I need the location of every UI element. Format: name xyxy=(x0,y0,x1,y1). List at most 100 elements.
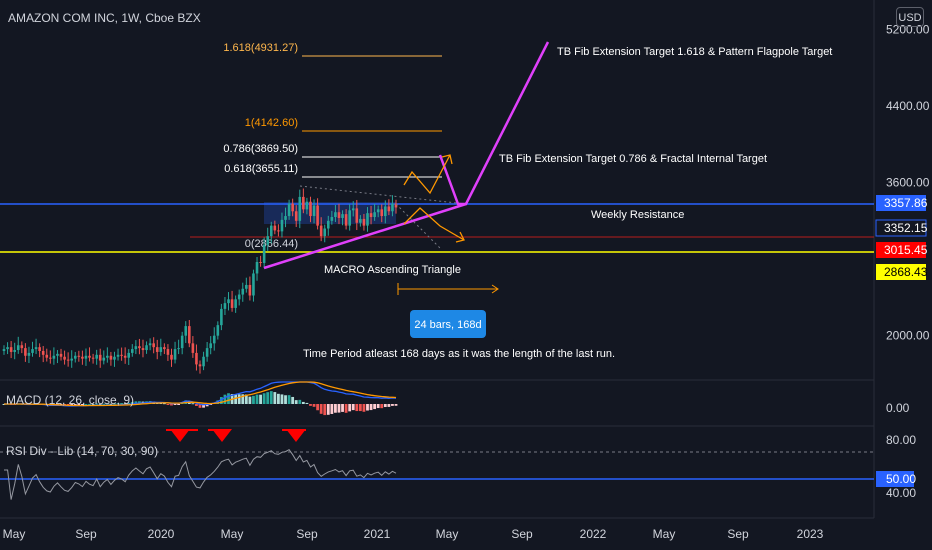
candle-body xyxy=(234,299,237,308)
currency-button[interactable]: USD xyxy=(896,7,924,27)
candle-body xyxy=(212,335,216,344)
price-tag-box xyxy=(876,264,926,280)
macd-hist-bar xyxy=(202,404,205,408)
candle-body xyxy=(227,299,230,304)
macd-label[interactable]: MACD (12, 26, close, 9) xyxy=(6,393,134,407)
candle-body xyxy=(177,348,180,350)
fib-level-label: 1(4142.60) xyxy=(245,117,298,129)
fractal-up-arrowhead xyxy=(441,154,453,165)
candle-body xyxy=(198,364,202,367)
chart-title: AMAZON COM INC, 1W, Cboe BZX xyxy=(8,11,201,25)
time-label: Sep xyxy=(296,527,318,541)
candle-body xyxy=(316,205,319,226)
candle-body xyxy=(66,359,70,361)
candle-body xyxy=(384,206,387,217)
macd-hist-bar xyxy=(113,403,116,405)
macd-hist-bar xyxy=(362,404,366,412)
candle-body xyxy=(380,209,384,217)
macd-hist-bar xyxy=(166,404,170,405)
triangle-box[interactable] xyxy=(264,202,396,224)
price-tag-box xyxy=(876,195,926,211)
candle-body xyxy=(394,203,398,208)
macd-hist-bar xyxy=(116,403,120,405)
macd-hist-bar xyxy=(255,394,259,404)
candle-body xyxy=(262,244,266,263)
candle-body xyxy=(309,201,312,217)
rsi-label[interactable]: RSI Div - Lib (14, 70, 30, 90) xyxy=(6,444,158,458)
rsi-line[interactable] xyxy=(4,449,397,500)
candle-body xyxy=(138,346,141,349)
rsi-divergence-marks[interactable] xyxy=(166,429,306,442)
candle-body xyxy=(312,205,316,217)
candle-body xyxy=(102,357,106,361)
macd-hist-bar xyxy=(198,404,202,408)
fractal-down-path[interactable] xyxy=(403,207,465,241)
macd-hist-bar xyxy=(287,395,291,404)
macd-hist-bar xyxy=(259,394,262,404)
macd-hist-bar xyxy=(88,403,91,405)
candle-body xyxy=(245,284,248,289)
time-label: May xyxy=(653,527,676,541)
macd-hist-bar xyxy=(170,404,173,406)
price-tag-label: 2868.43 xyxy=(884,265,928,279)
price-tags: 3357.86 3352.15 3015.45 2868.43 xyxy=(875,195,928,280)
candle-body xyxy=(369,213,373,218)
candle-body xyxy=(120,354,123,356)
time-period-label[interactable]: Time Period atleast 168 days as it was t… xyxy=(303,348,615,360)
macd-hist-bar xyxy=(105,403,109,405)
macd-hist-bar xyxy=(237,394,241,404)
candle-body xyxy=(376,209,380,213)
triangle-support-trendline[interactable] xyxy=(263,202,467,270)
candle-body xyxy=(216,325,220,336)
candle-body xyxy=(77,355,81,357)
macd-hist-bar xyxy=(312,404,316,407)
flagpole-target-label[interactable]: TB Fib Extension Target 1.618 & Pattern … xyxy=(557,46,832,58)
rsi-bear-marker xyxy=(170,429,190,442)
candle-body xyxy=(241,288,245,295)
candle-body xyxy=(220,308,223,326)
triangle-label[interactable]: MACRO Ascending Triangle xyxy=(324,264,461,276)
macd-hist-bar xyxy=(205,404,209,407)
rsi-level-tag-text: 50.00 xyxy=(886,472,916,486)
weekly-resistance-label[interactable]: Weekly Resistance xyxy=(591,209,684,221)
candle-body xyxy=(184,326,188,336)
candle-body xyxy=(148,343,152,346)
macd-hist-bar xyxy=(291,396,295,404)
candle-body xyxy=(341,214,344,218)
candle-body xyxy=(127,352,131,358)
candle-body xyxy=(34,347,38,350)
macd-hist-bar xyxy=(373,404,377,410)
fractal-target-label[interactable]: TB Fib Extension Target 0.786 & Fractal … xyxy=(499,153,767,165)
fib-extension-tool[interactable]: 1.618(4931.27) 1(4142.60) 0.786(3869.50) 0.… xyxy=(223,42,442,250)
price-candles[interactable] xyxy=(2,188,398,374)
macd-hist-bar xyxy=(177,404,181,405)
time-axis[interactable]: May Sep 2020 May Sep 2021 May Sep 2022 May Sep 2023 xyxy=(3,527,824,541)
fib-level-label: 0.786(3869.50) xyxy=(223,143,298,155)
candle-body xyxy=(362,218,366,226)
candle-body xyxy=(123,355,127,358)
macd-axis-tick: 0.00 xyxy=(886,401,910,415)
candle-body xyxy=(209,343,212,349)
macd-hist-bar xyxy=(298,399,302,404)
fractal-up-path[interactable] xyxy=(403,154,451,195)
flagpole-projection-path[interactable] xyxy=(438,41,550,206)
candle-body xyxy=(188,326,191,344)
bars-badge[interactable] xyxy=(410,310,486,338)
macd-hist-bar xyxy=(109,403,113,405)
fib-level-label: 0(2866.44) xyxy=(245,238,298,250)
candle-body xyxy=(259,261,262,263)
price-tick: 2000.00 xyxy=(886,329,930,343)
candle-body xyxy=(284,216,287,220)
macd-hist-bar xyxy=(127,402,131,404)
candle-body xyxy=(237,294,241,300)
candle-body xyxy=(173,349,177,360)
macd-hist-bar xyxy=(391,404,394,406)
candle-body xyxy=(59,353,63,357)
macd-hist-bar xyxy=(301,401,305,404)
macd-hist-bar xyxy=(387,404,391,407)
macd-signal-line[interactable] xyxy=(4,381,397,407)
macd-hist-bar xyxy=(244,394,248,404)
candle-body xyxy=(88,355,91,358)
